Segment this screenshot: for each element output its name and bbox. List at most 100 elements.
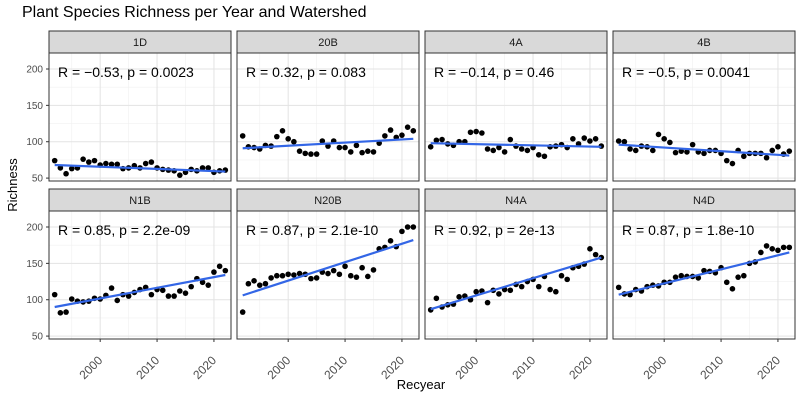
data-point: [433, 295, 440, 302]
data-point: [723, 157, 730, 164]
data-point: [535, 283, 542, 290]
panel-border: [612, 52, 796, 182]
data-point: [615, 284, 622, 291]
data-point: [114, 297, 121, 304]
x-axis-title: Recyear: [397, 377, 446, 392]
data-point: [689, 141, 696, 148]
data-point: [387, 127, 394, 133]
regression-line: [430, 256, 602, 311]
data-point: [615, 138, 622, 144]
data-point: [51, 157, 58, 164]
data-point: [177, 172, 183, 178]
facet-label: 4B: [697, 37, 710, 49]
data-point: [370, 149, 377, 155]
data-point: [780, 244, 787, 251]
regression-line: [54, 163, 226, 173]
data-point: [313, 151, 320, 157]
data-point: [467, 129, 474, 136]
regression-line: [618, 251, 790, 296]
data-point: [433, 137, 440, 144]
data-point: [587, 138, 593, 144]
data-point: [57, 165, 64, 171]
data-point: [274, 133, 280, 140]
y-tick-label: 200: [26, 223, 43, 234]
data-point: [359, 149, 365, 156]
data-point: [518, 283, 525, 290]
data-point: [296, 270, 303, 277]
data-point: [274, 272, 280, 279]
data-point: [763, 154, 770, 161]
data-point: [347, 272, 354, 279]
data-point: [86, 159, 92, 165]
data-point: [592, 136, 599, 142]
data-point: [553, 288, 559, 295]
regression-line: [242, 239, 414, 297]
correlation-label: R = −0.53, p = 0.0023: [58, 64, 194, 80]
data-point: [570, 136, 576, 142]
data-point: [103, 160, 109, 167]
data-point: [684, 149, 690, 155]
data-point: [723, 279, 730, 286]
y-axis-title: Richness: [5, 158, 20, 212]
data-point: [473, 288, 479, 295]
data-point: [239, 133, 246, 139]
data-point: [80, 156, 86, 162]
regression-line: [54, 273, 226, 309]
facet-label: N20B: [314, 195, 342, 207]
data-point: [336, 144, 343, 151]
data-point: [291, 272, 297, 278]
data-point: [205, 165, 212, 171]
data-point: [177, 288, 183, 294]
correlation-label: R = −0.14, p = 0.46: [434, 64, 554, 80]
data-point: [564, 276, 570, 283]
data-point: [222, 267, 229, 274]
data-point: [592, 251, 599, 258]
data-point: [655, 131, 662, 138]
correlation-label: R = 0.92, p = 2e-13: [434, 222, 555, 238]
data-point: [308, 151, 314, 157]
data-point: [342, 144, 348, 151]
data-point: [729, 160, 736, 167]
data-point: [473, 128, 479, 135]
data-point: [353, 142, 360, 149]
panel-1D: 1D R = −0.53, p = 0.0023 50 100 150 200: [26, 30, 232, 185]
data-point: [342, 263, 348, 270]
data-point: [541, 153, 548, 160]
data-point: [404, 124, 411, 130]
data-point: [661, 136, 667, 142]
panel-border: [48, 52, 232, 182]
y-tick-label: 150: [26, 101, 43, 112]
data-point: [245, 280, 252, 287]
data-point: [365, 148, 371, 154]
data-point: [319, 138, 326, 144]
data-point: [57, 310, 64, 316]
data-point: [285, 271, 291, 278]
data-point: [490, 147, 497, 154]
x-tick-label: 2020: [190, 353, 219, 382]
correlation-label: R = −0.5, p = 0.0041: [622, 64, 750, 80]
data-point: [735, 274, 741, 280]
data-point: [558, 272, 565, 279]
data-point: [125, 293, 132, 299]
data-point: [165, 293, 172, 299]
data-point: [741, 272, 747, 279]
data-point: [279, 272, 286, 279]
data-point: [621, 138, 628, 145]
data-point: [410, 128, 417, 134]
data-point: [159, 287, 166, 294]
panel-border: [424, 210, 608, 340]
data-point: [365, 273, 371, 280]
correlation-label: R = 0.32, p = 0.083: [246, 64, 366, 80]
data-point: [496, 291, 502, 297]
data-point: [507, 136, 514, 143]
regression-line: [618, 143, 790, 157]
x-tick-label: 2010: [697, 353, 726, 382]
panel-border: [236, 210, 420, 340]
data-point: [313, 275, 320, 281]
data-point: [148, 159, 155, 165]
data-point: [291, 138, 297, 145]
data-point: [387, 238, 394, 244]
data-point: [399, 228, 405, 235]
data-point: [518, 146, 525, 152]
